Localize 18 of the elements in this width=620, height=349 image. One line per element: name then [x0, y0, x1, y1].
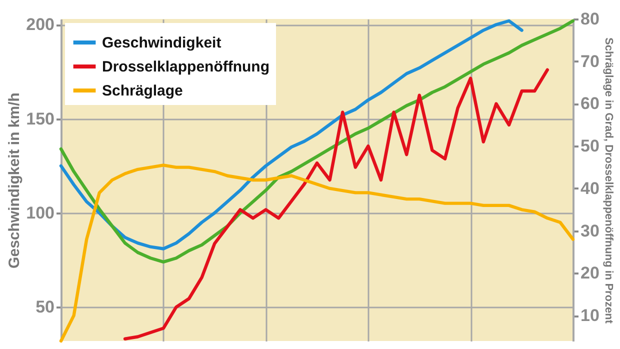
- line-series: [59, 164, 575, 343]
- y-tick-label: 200: [26, 15, 54, 34]
- legend-label: Schräglage: [102, 82, 183, 100]
- y2-tick-label: 20: [580, 264, 600, 283]
- y2-tick-label: 60: [580, 94, 600, 114]
- legend-label: Drosselklappenöffnung: [102, 58, 270, 76]
- y2-tick-label: 30: [580, 221, 600, 240]
- y2-tick-label: 70: [580, 52, 600, 71]
- y-tick-label: 100: [26, 203, 54, 222]
- y-tick-label: 50: [36, 298, 54, 317]
- y2-tick-label: 40: [580, 178, 600, 198]
- legend-label: Geschwindigkeit: [102, 34, 222, 52]
- y2-tick-label: 10: [580, 306, 600, 326]
- y-tick-label: 150: [26, 109, 54, 128]
- y2-tick-label: 50: [580, 136, 600, 156]
- y2-axis-title: Schräglage in Grad, Drosselklappenöffnung in Prozent: [602, 37, 614, 324]
- y2-tick-label: 80: [580, 10, 600, 28]
- y-axis-title: Geschwindigkeit in km/h: [6, 92, 24, 268]
